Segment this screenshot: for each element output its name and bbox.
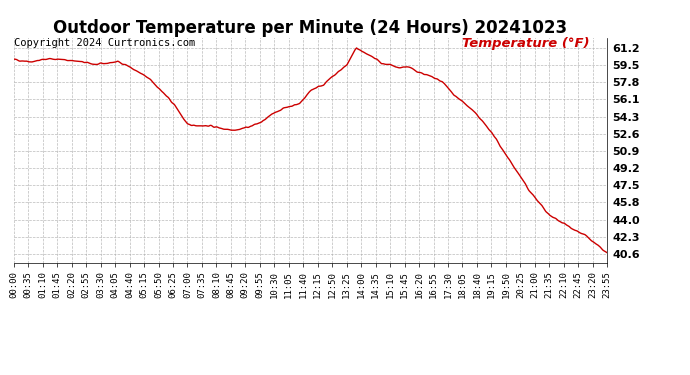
Text: Temperature (°F): Temperature (°F) [462, 38, 589, 51]
Title: Outdoor Temperature per Minute (24 Hours) 20241023: Outdoor Temperature per Minute (24 Hours… [53, 20, 568, 38]
Text: Copyright 2024 Curtronics.com: Copyright 2024 Curtronics.com [14, 38, 195, 48]
